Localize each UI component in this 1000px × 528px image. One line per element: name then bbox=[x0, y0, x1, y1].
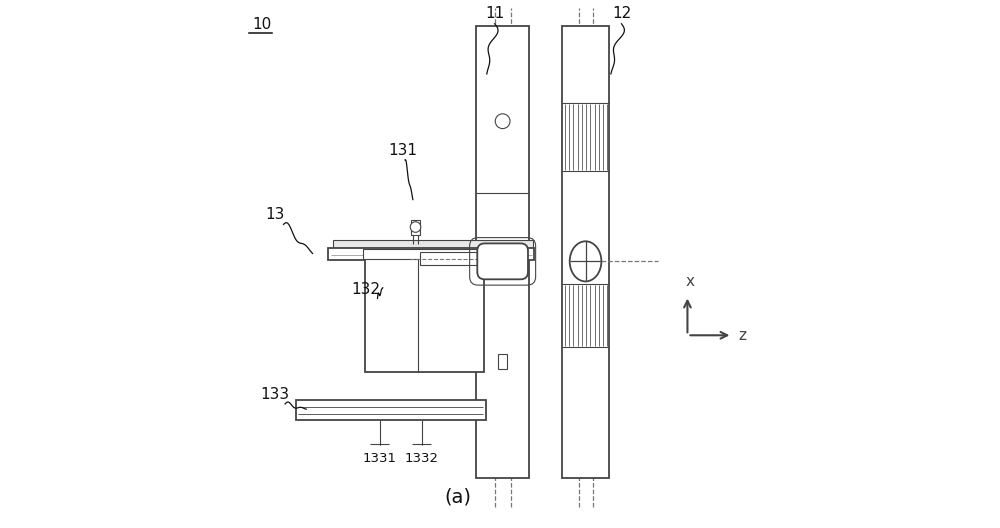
Text: 11: 11 bbox=[485, 6, 504, 21]
Text: 1331: 1331 bbox=[363, 452, 397, 466]
Circle shape bbox=[495, 114, 510, 129]
Text: (a): (a) bbox=[444, 488, 471, 507]
Text: 1332: 1332 bbox=[405, 452, 439, 466]
Text: 131: 131 bbox=[388, 144, 417, 158]
Bar bbox=[363, 249, 487, 259]
Text: 12: 12 bbox=[612, 6, 631, 21]
Text: x: x bbox=[686, 275, 695, 289]
Bar bbox=[296, 400, 486, 420]
Text: 132: 132 bbox=[351, 282, 380, 297]
Ellipse shape bbox=[570, 241, 601, 281]
Bar bbox=[333, 240, 533, 249]
Bar bbox=[411, 220, 420, 235]
Text: z: z bbox=[739, 328, 747, 343]
Text: 10: 10 bbox=[252, 17, 271, 32]
Text: 133: 133 bbox=[260, 388, 289, 402]
Circle shape bbox=[410, 222, 421, 232]
FancyBboxPatch shape bbox=[477, 243, 528, 279]
Bar bbox=[562, 26, 609, 478]
Text: 13: 13 bbox=[265, 207, 284, 222]
Bar bbox=[420, 252, 477, 265]
Bar bbox=[498, 354, 507, 370]
Bar bbox=[365, 259, 484, 372]
Bar bbox=[328, 248, 534, 260]
Bar bbox=[476, 26, 529, 478]
